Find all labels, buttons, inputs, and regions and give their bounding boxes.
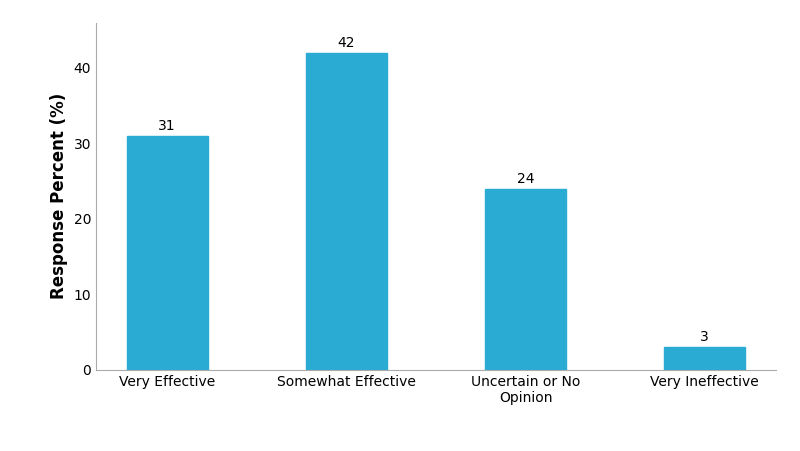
- Bar: [306, 53, 386, 370]
- Text: 3: 3: [700, 330, 709, 344]
- Text: 42: 42: [338, 36, 355, 50]
- Text: 24: 24: [517, 172, 534, 186]
- Bar: [665, 347, 745, 370]
- Bar: [127, 136, 207, 370]
- Bar: [486, 189, 566, 370]
- Y-axis label: Response Percent (%): Response Percent (%): [50, 93, 68, 299]
- Text: 31: 31: [158, 119, 176, 133]
